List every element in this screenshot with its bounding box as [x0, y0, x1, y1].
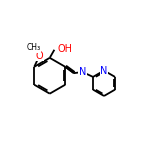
Text: O: O — [36, 51, 43, 61]
Text: CH₃: CH₃ — [26, 43, 40, 52]
Text: OH: OH — [57, 44, 72, 54]
Text: N: N — [79, 67, 86, 77]
Text: N: N — [100, 66, 108, 76]
